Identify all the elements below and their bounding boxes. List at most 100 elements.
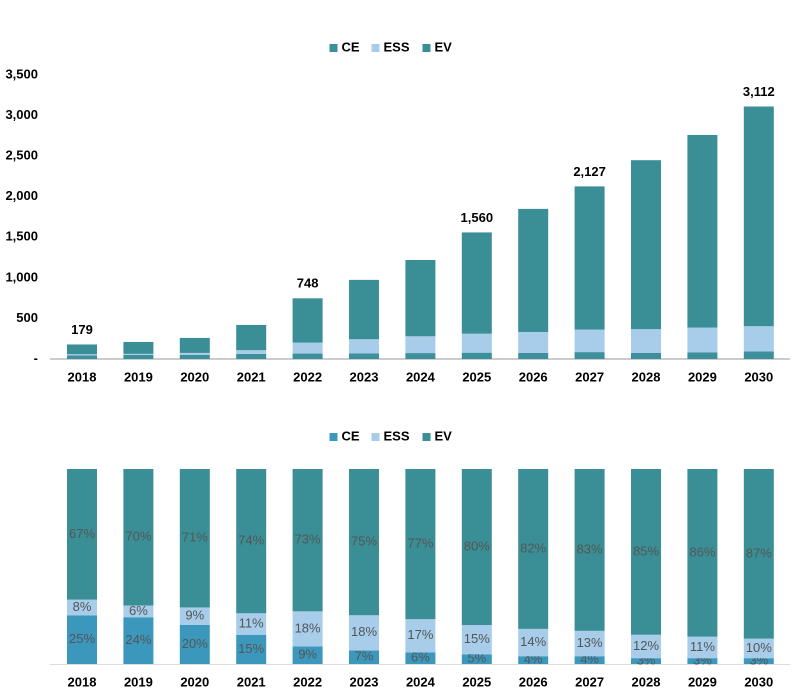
value-label: 80% [464, 538, 490, 553]
value-label: 12% [633, 638, 659, 653]
bar-segment [123, 353, 154, 355]
value-label: 86% [689, 544, 715, 559]
value-label: 67% [69, 526, 95, 541]
value-label: 14% [520, 634, 546, 649]
y-tick-label: 3,000 [5, 107, 38, 122]
legend-swatch [329, 433, 338, 441]
bar-segment [123, 341, 154, 354]
y-tick-label: 2,000 [5, 188, 38, 203]
bar-segment [123, 469, 154, 606]
x-tick-label: 2024 [406, 674, 436, 689]
value-label: 11% [690, 639, 715, 654]
value-label: 6% [411, 650, 430, 665]
y-tick-label: 1,000 [5, 269, 38, 284]
bar-segment [349, 650, 379, 664]
x-tick-label: 2019 [124, 674, 153, 689]
x-tick-label: 2025 [462, 674, 491, 689]
value-label: 20% [182, 636, 208, 651]
bar-segment [631, 634, 661, 659]
value-label: 25% [69, 631, 95, 646]
value-label: 6% [129, 603, 148, 618]
bar-segment [518, 469, 549, 629]
value-label: 7% [355, 649, 374, 664]
value-label: 24% [125, 632, 151, 647]
bar-segment [292, 298, 323, 343]
bar-segment [631, 329, 661, 353]
total-label: 179 [71, 322, 93, 337]
bar-segment [405, 652, 436, 664]
x-tick-label: 2020 [180, 674, 209, 689]
value-label: 71% [182, 530, 208, 545]
y-tick-label: 2,500 [5, 148, 38, 163]
legend-label: ESS [384, 428, 410, 443]
bar-segment [687, 327, 718, 353]
bar-segment [518, 331, 549, 353]
x-tick-label: 2022 [293, 369, 322, 384]
bar-segment [461, 654, 492, 664]
bar-segment [461, 625, 492, 655]
x-tick-label: 2018 [68, 369, 97, 384]
bar-segment [349, 469, 379, 616]
value-label: 15% [238, 641, 264, 656]
bar-segment [179, 625, 210, 664]
bar-segment [179, 607, 210, 625]
bar-segment [743, 469, 774, 639]
legend-label: ESS [384, 39, 410, 54]
bar-segment [518, 352, 549, 359]
total-label: 2,127 [573, 164, 606, 179]
bar-segment [67, 615, 97, 664]
value-label: 17% [407, 627, 433, 642]
legend-swatch [422, 44, 431, 52]
bar-segment [292, 611, 323, 647]
y-tick-label: 1,500 [5, 229, 38, 244]
bar-segment [518, 656, 549, 664]
value-label: 87% [746, 545, 772, 560]
bar-segment [292, 469, 323, 612]
x-tick-label: 2018 [68, 674, 97, 689]
bar-segment [349, 353, 379, 359]
bar-segment [67, 355, 97, 359]
legend-label: EV [435, 39, 453, 54]
value-label: 9% [185, 608, 204, 623]
bar-segment [461, 232, 492, 334]
x-tick-label: 2020 [180, 369, 209, 384]
bar-segment [123, 605, 154, 618]
bar-segment [631, 658, 661, 664]
x-tick-label: 2027 [575, 369, 604, 384]
x-tick-label: 2028 [632, 369, 661, 384]
x-tick-label: 2026 [519, 674, 548, 689]
x-tick-label: 2027 [575, 674, 604, 689]
bar-segment [349, 279, 379, 340]
bar-segment [461, 469, 492, 625]
value-label: 77% [407, 536, 433, 551]
bar-segment [236, 353, 267, 359]
value-label: 8% [73, 599, 92, 614]
bar-segment [405, 260, 436, 337]
bar-segment [631, 469, 661, 635]
bar-segment [179, 352, 210, 355]
bar-segment [405, 619, 436, 653]
bar-segment [518, 208, 549, 332]
bar-segment [743, 351, 774, 359]
bar-segment [236, 324, 267, 351]
value-label: 13% [577, 635, 603, 650]
bar-segment [743, 106, 774, 327]
bar-segment [687, 658, 718, 664]
bar-segment [349, 339, 379, 354]
bar-segment [687, 134, 718, 328]
x-tick-label: 2021 [237, 674, 266, 689]
bar-segment [236, 613, 267, 635]
bar-segment [574, 469, 605, 631]
x-tick-label: 2026 [519, 369, 548, 384]
value-label: 73% [295, 532, 321, 547]
bar-segment [67, 354, 97, 356]
x-tick-label: 2029 [688, 674, 717, 689]
bar-segment [179, 354, 210, 359]
bar-segment [67, 599, 97, 616]
x-tick-label: 2030 [744, 674, 773, 689]
bar-segment [236, 634, 267, 664]
total-label: 3,112 [743, 84, 775, 99]
x-tick-label: 2029 [688, 369, 717, 384]
value-label: 85% [633, 543, 659, 558]
